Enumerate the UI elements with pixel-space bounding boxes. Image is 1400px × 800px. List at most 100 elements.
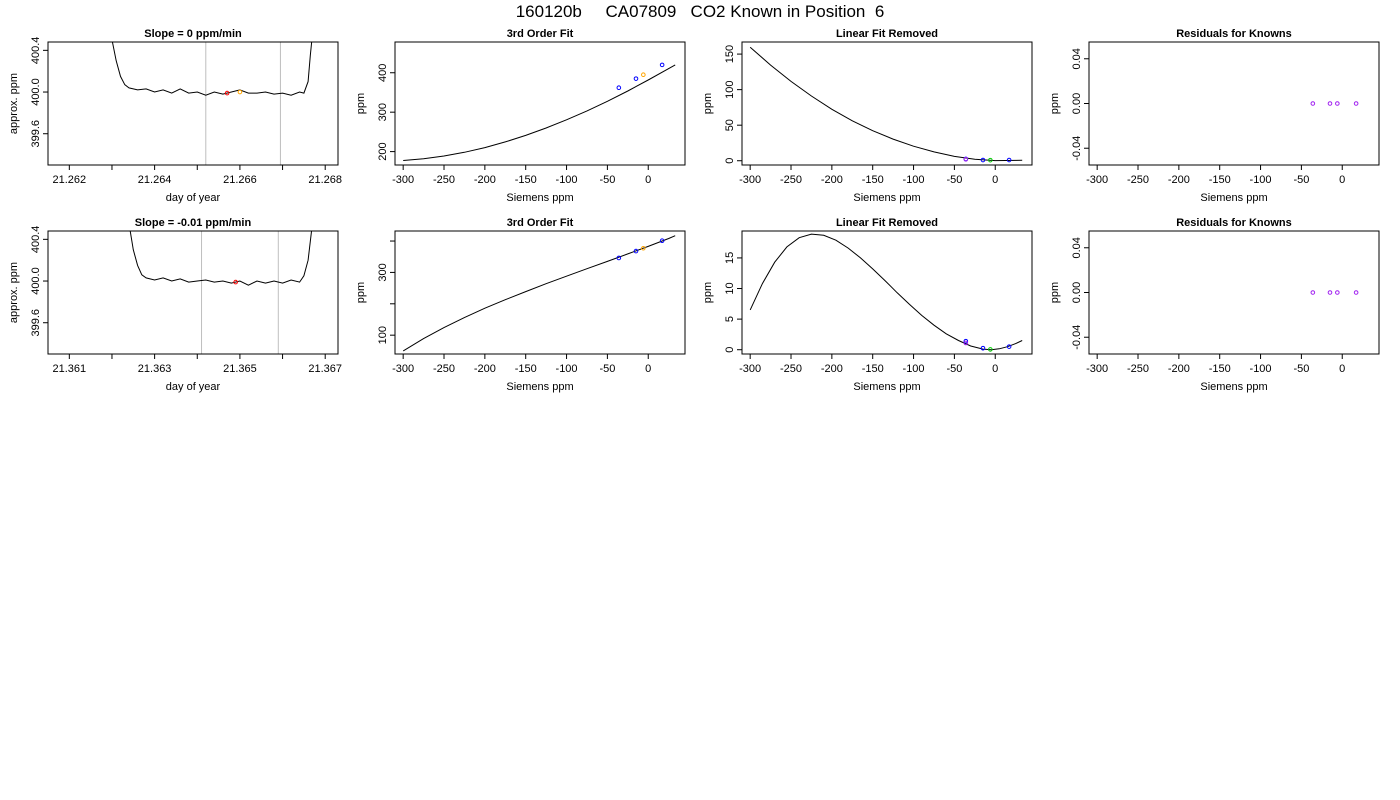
series-line: [403, 64, 676, 161]
x-tick-label: -100: [556, 174, 578, 186]
x-axis-label: Siemens ppm: [853, 381, 920, 393]
data-point: [641, 245, 646, 251]
y-tick-label: 15: [724, 252, 736, 264]
x-tick-label: -200: [474, 363, 496, 375]
panel-title: Residuals for Knowns: [1176, 28, 1292, 40]
x-tick-label: -200: [1168, 174, 1190, 186]
y-tick-label: 200: [377, 142, 389, 160]
x-tick-label: -300: [1086, 174, 1108, 186]
y-tick-label: 300: [377, 103, 389, 121]
y-tick-label: 150: [724, 45, 736, 63]
x-tick-label: -250: [433, 363, 455, 375]
data-point: [988, 347, 993, 352]
series-line: [129, 231, 313, 286]
y-axis-label: ppm: [1049, 282, 1061, 303]
data-point: [963, 340, 969, 346]
x-axis-label: day of year: [166, 381, 221, 393]
y-tick-label: 400.0: [30, 267, 42, 295]
x-tick-label: -150: [1209, 174, 1231, 186]
y-tick-label: 400.4: [30, 226, 42, 254]
plot-frame: [394, 41, 686, 166]
x-tick-label: -50: [599, 363, 615, 375]
chart-panel-7: -300 -250 -200 -150 -100 -50 0 0 5 10 15 Linear Fit…: [702, 217, 1033, 393]
x-axis-label: Siemens ppm: [853, 192, 920, 204]
data-point: [1006, 344, 1012, 349]
y-axis-label: ppm: [355, 282, 367, 303]
x-tick-label: -50: [946, 363, 962, 375]
x-tick-label: -200: [821, 363, 843, 375]
x-tick-label: -100: [1250, 363, 1272, 375]
plot-frame: [47, 41, 339, 166]
data-point: [616, 85, 622, 91]
x-tick-label: -150: [515, 363, 537, 375]
chart-panel-2: -300 -250 -200 -150 -100 -50 0 200 300 400 3rd Ord…: [355, 28, 686, 204]
data-point: [1310, 290, 1316, 295]
x-tick-label: 0: [992, 174, 998, 186]
x-tick-label: 0: [992, 363, 998, 375]
data-point: [980, 157, 986, 163]
data-point: [224, 90, 230, 96]
panel-title: 3rd Order Fit: [507, 28, 574, 40]
y-tick-label: 5: [724, 316, 736, 322]
data-point: [616, 255, 622, 261]
plot-frame: [741, 41, 1033, 166]
plot-frame: [394, 230, 686, 355]
x-tick-label: 21.367: [308, 363, 342, 375]
panel-title: Linear Fit Removed: [836, 217, 938, 229]
x-tick-label: 0: [1339, 363, 1345, 375]
y-tick-label: -0.04: [1071, 136, 1083, 161]
panel-title: Slope = 0 ppm/min: [144, 28, 242, 40]
x-tick-label: -100: [1250, 174, 1272, 186]
x-tick-label: -300: [1086, 363, 1108, 375]
x-tick-label: -50: [1293, 363, 1309, 375]
data-point: [980, 345, 986, 351]
x-tick-label: -150: [1209, 363, 1231, 375]
data-point: [963, 338, 969, 344]
x-tick-label: 21.262: [52, 174, 86, 186]
x-tick-label: -150: [515, 174, 537, 186]
x-tick-label: -50: [946, 174, 962, 186]
y-tick-label: 300: [377, 263, 389, 281]
chart-panel-5: 21.361 21.363 21.365 21.367 399.6 400.0 400.4 S…: [8, 217, 342, 393]
chart-panel-1: 21.262 21.264 21.266 21.268 399.6 400.0 400.4 S…: [8, 28, 342, 204]
y-axis-label: approx. ppm: [8, 262, 20, 323]
x-tick-label: -200: [1168, 363, 1190, 375]
x-tick-label: -250: [1127, 363, 1149, 375]
y-tick-label: 0: [724, 158, 736, 164]
series-line: [749, 233, 1023, 351]
series-line: [111, 42, 313, 96]
data-point: [633, 76, 639, 81]
y-tick-label: -0.04: [1071, 325, 1083, 350]
y-tick-label: 100: [377, 326, 389, 344]
panel-title: Slope = -0.01 ppm/min: [135, 217, 252, 229]
y-tick-label: 0.04: [1071, 237, 1083, 258]
y-axis-label: ppm: [1049, 93, 1061, 114]
y-tick-label: 399.6: [30, 120, 42, 148]
page-title: 160120b CA07809 CO2 Known in Position 6: [515, 2, 885, 21]
y-tick-label: 0.04: [1071, 48, 1083, 69]
x-tick-label: 21.268: [308, 174, 342, 186]
x-tick-label: -100: [903, 363, 925, 375]
y-tick-label: 100: [724, 80, 736, 98]
y-axis-label: ppm: [355, 93, 367, 114]
y-tick-label: 50: [724, 119, 736, 131]
x-tick-label: -300: [392, 174, 414, 186]
x-tick-label: 21.264: [138, 174, 172, 186]
y-tick-label: 0.00: [1071, 93, 1083, 114]
x-tick-label: -100: [903, 174, 925, 186]
y-axis-label: approx. ppm: [8, 73, 20, 134]
y-tick-label: 400: [377, 64, 389, 82]
plot-frame: [47, 230, 339, 355]
x-tick-label: 21.363: [138, 363, 172, 375]
data-point: [659, 238, 665, 244]
x-tick-label: 21.365: [223, 363, 257, 375]
x-tick-label: -50: [1293, 174, 1309, 186]
x-tick-label: -200: [821, 174, 843, 186]
x-tick-label: -250: [780, 174, 802, 186]
data-point: [1006, 157, 1012, 163]
chart-panel-8: -300 -250 -200 -150 -100 -50 0 -0.04 0.00 0.04 Res…: [1049, 217, 1380, 393]
y-tick-label: 399.6: [30, 309, 42, 337]
x-tick-label: -250: [780, 363, 802, 375]
y-tick-label: 10: [724, 282, 736, 294]
